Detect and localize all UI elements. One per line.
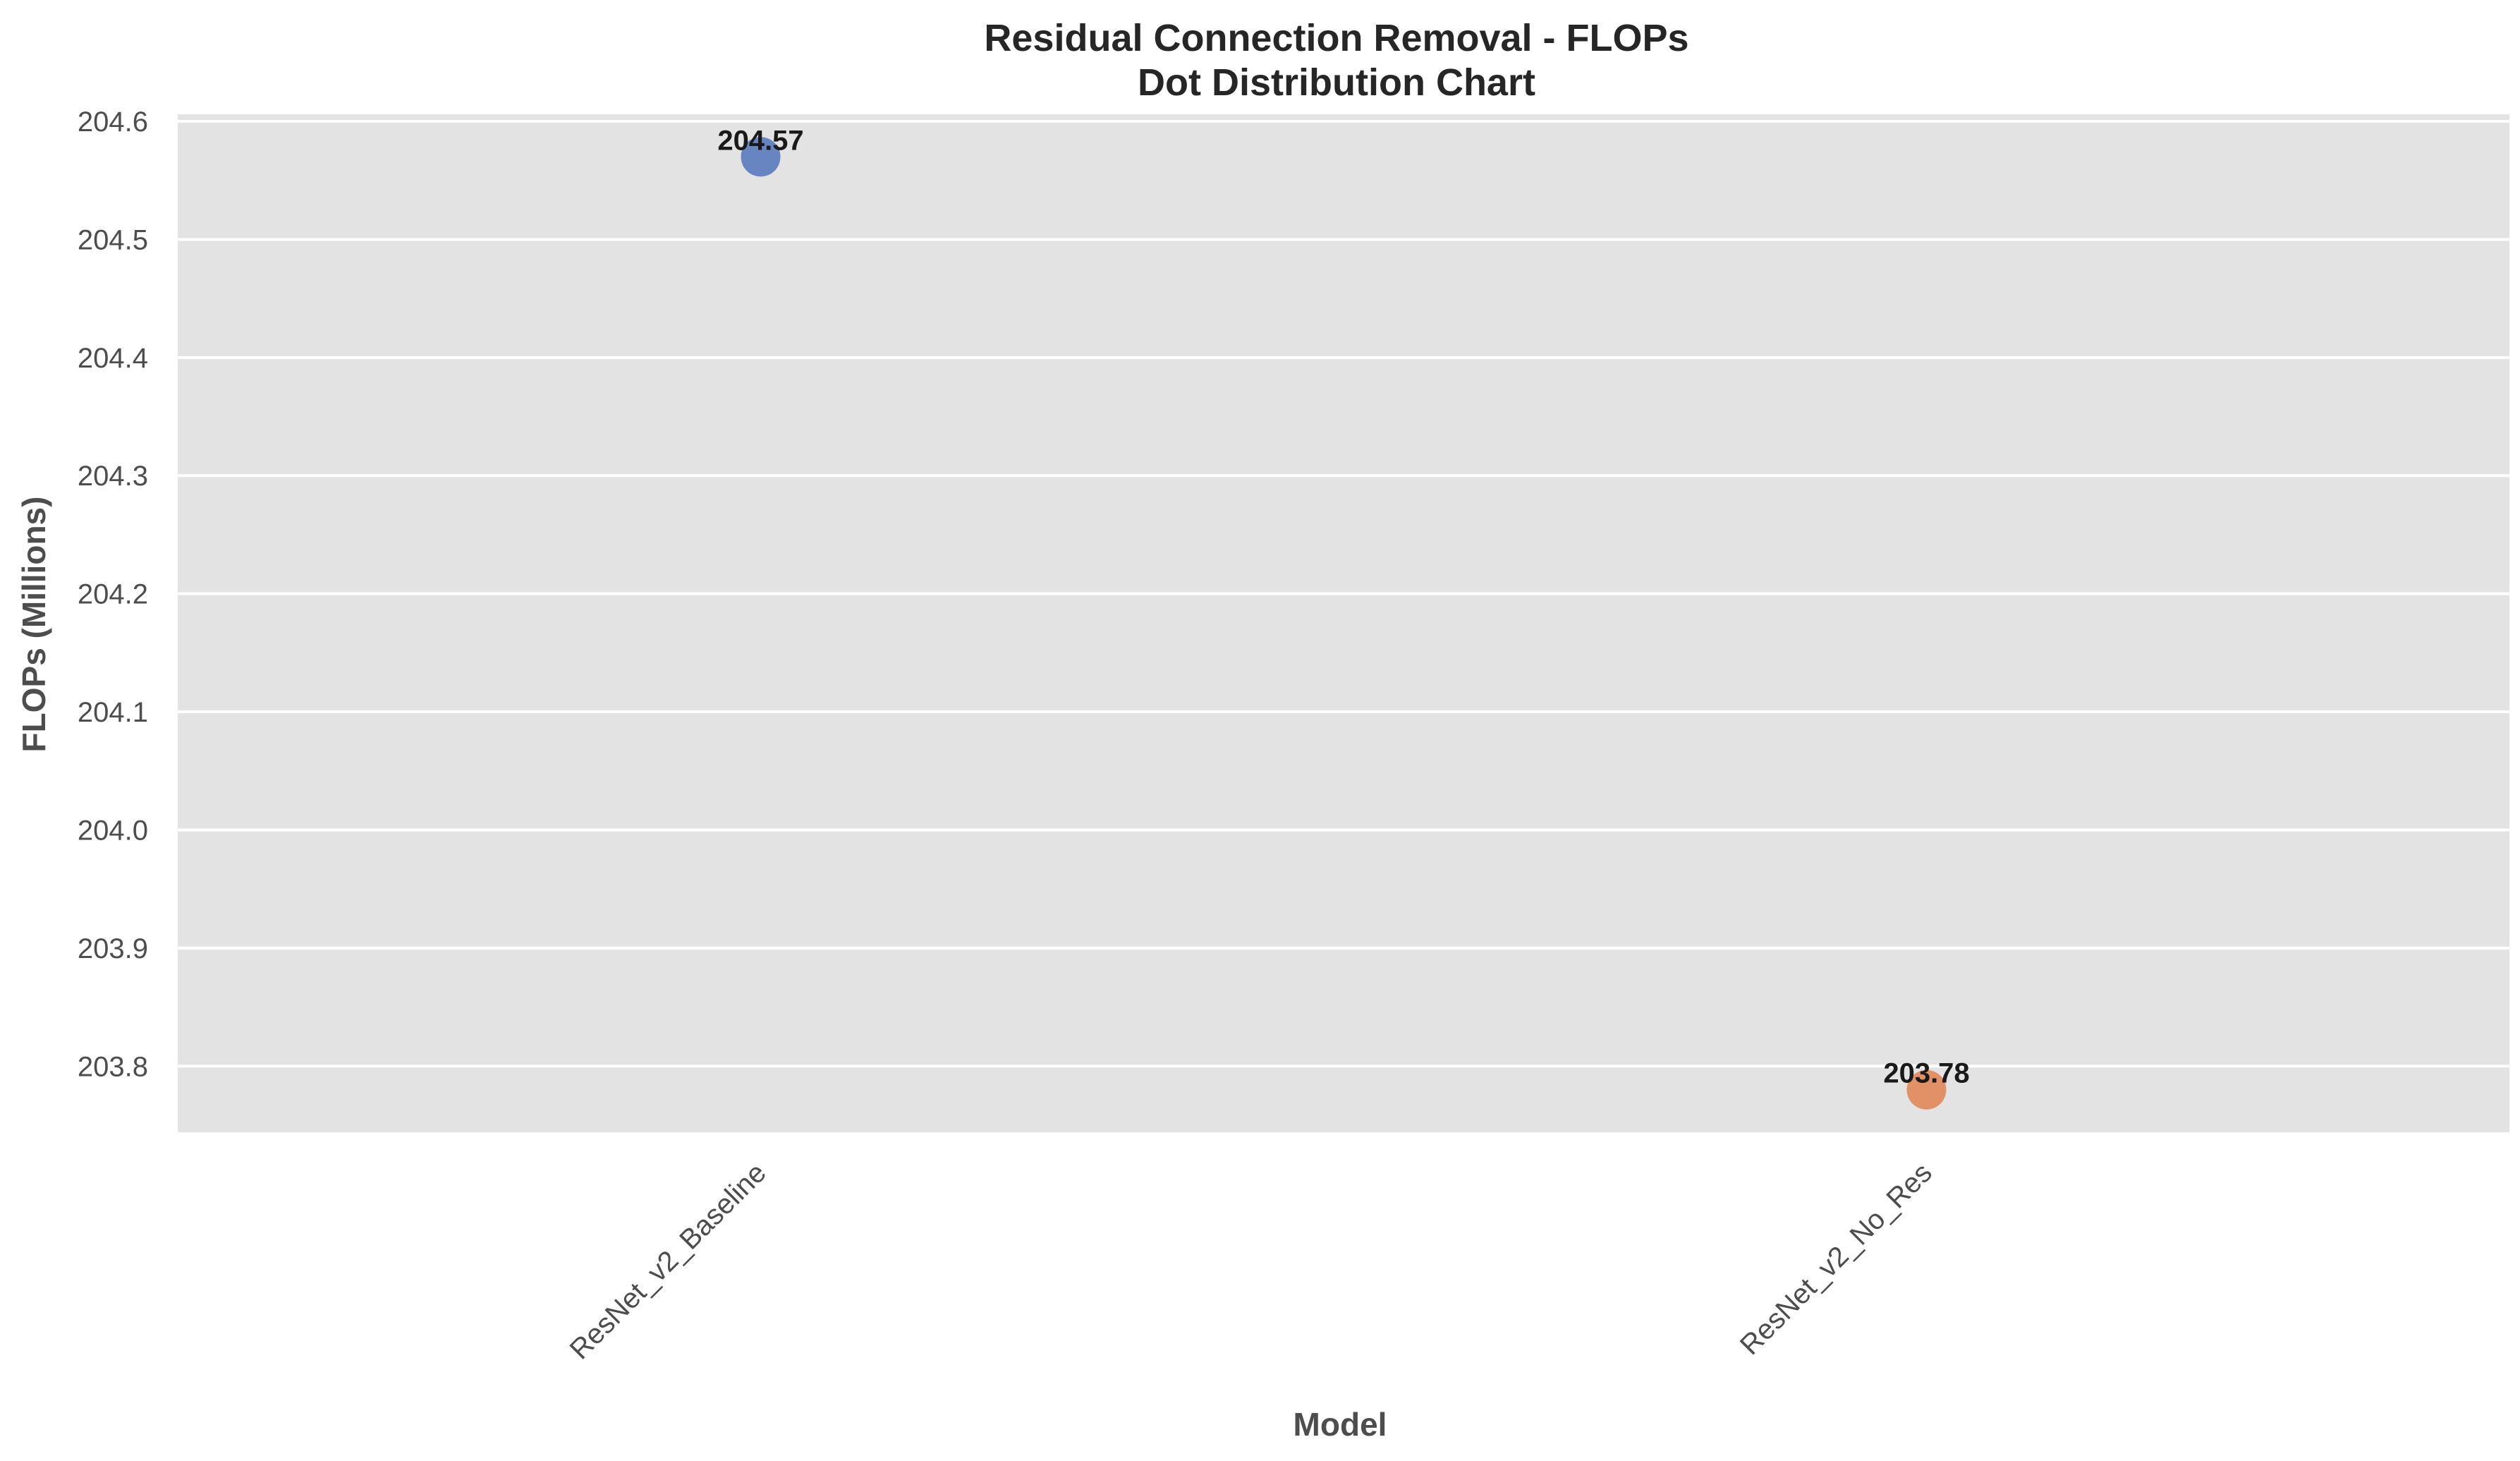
x-tick-label: ResNet_v2_Baseline — [564, 1157, 772, 1365]
y-tick-label: 204.0 — [78, 815, 148, 846]
data-label: 204.57 — [717, 125, 803, 156]
x-axis-label: Model — [1294, 1406, 1387, 1443]
y-tick-label: 204.4 — [78, 343, 148, 374]
y-tick-label: 204.6 — [78, 107, 148, 138]
chart-subtitle: Dot Distribution Chart — [1138, 61, 1535, 104]
plot-area — [178, 114, 2509, 1132]
data-point — [1906, 1069, 1947, 1110]
y-tick-label: 203.8 — [78, 1051, 148, 1082]
data-labels: 204.57 203.78 — [717, 125, 1969, 1089]
x-axis-ticks: ResNet_v2_Baseline ResNet_v2_No_Res — [564, 1157, 1938, 1365]
grid-lines — [178, 120, 2509, 1068]
y-tick-label: 204.5 — [78, 224, 148, 255]
y-axis-ticks: 203.8 203.9 204.0 204.1 204.2 204.3 204.4 204.5… — [78, 107, 148, 1082]
y-axis-label: FLOPs (Millions) — [16, 497, 52, 753]
chart-title: Residual Connection Removal - FLOPs — [984, 17, 1688, 59]
data-label: 203.78 — [1883, 1058, 1969, 1089]
data-point — [741, 137, 781, 177]
y-tick-label: 204.1 — [78, 697, 148, 728]
y-tick-label: 204.3 — [78, 461, 148, 492]
y-tick-label: 203.9 — [78, 933, 148, 964]
x-tick-label: ResNet_v2_No_Res — [1734, 1157, 1938, 1361]
data-points — [741, 137, 1947, 1110]
y-tick-label: 204.2 — [78, 579, 148, 610]
